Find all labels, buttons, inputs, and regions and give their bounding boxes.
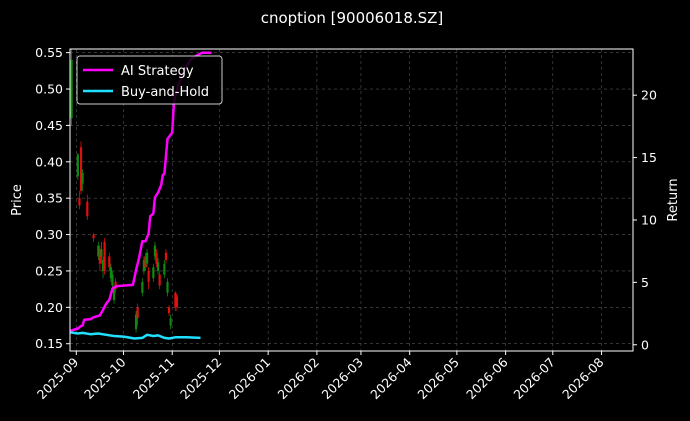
candle-body [166,281,169,293]
legend: AI Strategy Buy-and-Hold [76,55,223,105]
candlesticks [70,49,179,333]
candle-body [174,292,177,308]
candle-body [167,307,171,314]
y-right-tick-label: 5 [641,275,649,290]
y-left-tick-label: 0.25 [35,263,63,278]
candle-body [109,267,112,279]
candle-body [98,249,101,264]
candle-body [134,314,138,330]
y-left-tick-label: 0.50 [35,82,63,97]
candle-body [86,201,89,217]
y-axis-left: 0.15 0.20 0.25 0.30 0.35 0.40 0.45 0.50 0.55 [35,45,70,351]
y-axis-right: 0 5 10 15 20 [633,88,657,352]
candle-body [147,270,150,282]
candle-body [164,252,168,261]
y-left-tick-label: 0.45 [35,118,63,133]
candle-body [175,296,179,308]
y-left-tick-label: 0.15 [35,336,63,351]
candle-body [158,274,161,286]
candle-body [152,267,155,279]
y-left-tick-label: 0.55 [35,45,63,60]
candle-body [112,289,116,301]
candle-body [97,245,100,257]
y-left-tick-label: 0.30 [35,227,63,242]
candle-body [155,252,158,264]
candle-body [103,241,106,271]
candle-body [101,260,105,271]
candle-body [163,263,166,275]
candle-body [76,154,79,177]
candle-body [144,256,147,268]
candle-body [108,256,111,268]
candle-body [153,245,157,257]
y-right-tick-label: 0 [641,337,649,352]
candle-body [136,307,139,319]
candle-body [70,59,73,119]
candle-body [141,281,144,293]
candle-body [92,234,95,239]
series-line-buy-and-hold [69,331,201,340]
candle-body [81,172,84,184]
candle-body [169,318,172,326]
plot-frame [69,48,634,352]
candle-body [111,274,114,286]
y-left-tick-label: 0.20 [35,300,63,315]
legend-box [76,55,223,105]
candle-body [79,147,83,191]
candle-body [78,198,81,206]
y-left-tick-label: 0.35 [35,191,63,206]
y-left-tick-label: 0.40 [35,154,63,169]
candle-body [142,260,146,271]
legend-label-ai-strategy: AI Strategy [121,64,194,79]
y-right-tick-label: 15 [641,150,657,165]
y-axis-right-label: Return [666,178,681,221]
candle-body [100,249,103,257]
y-right-tick-label: 10 [641,212,657,227]
y-right-tick-label: 20 [641,88,657,103]
candle-body [156,262,160,271]
candle-body [145,252,149,264]
chart-title: cnoption [90006018.SZ] [261,9,444,27]
legend-label-buy-and-hold: Buy-and-Hold [121,85,209,100]
y-axis-left-label: Price [10,184,25,216]
